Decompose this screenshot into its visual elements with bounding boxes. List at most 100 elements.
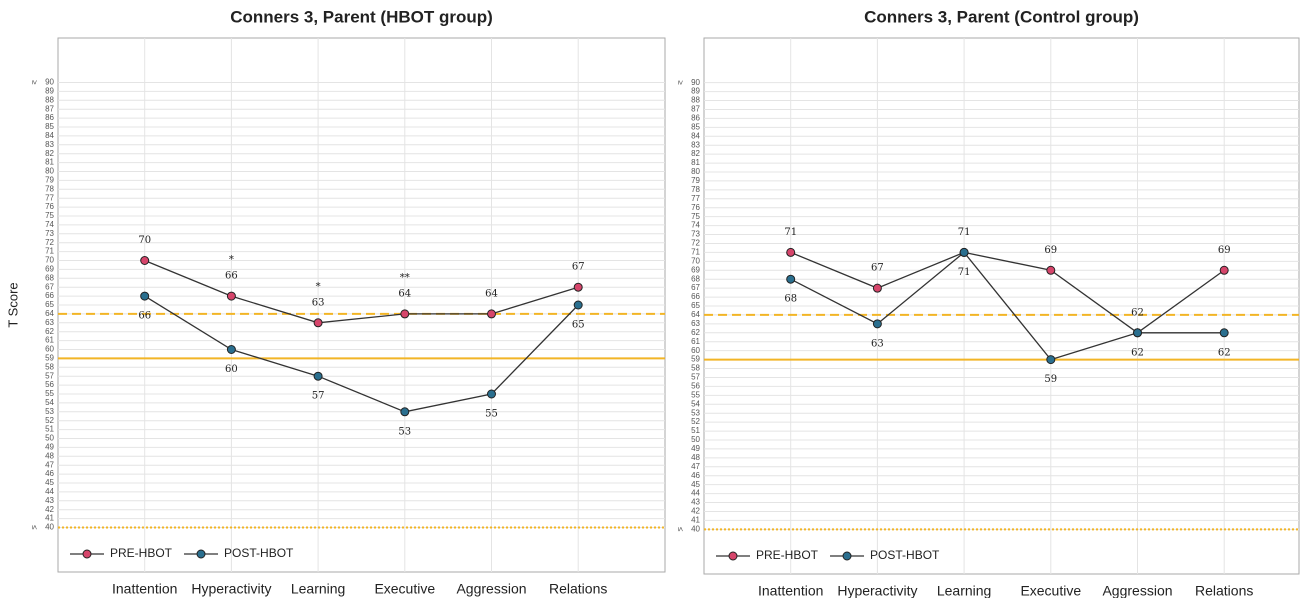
series-line bbox=[144, 259, 579, 324]
y-tick-label: 85 bbox=[45, 122, 54, 131]
data-label: 69 bbox=[1044, 245, 1057, 256]
y-tick-label: 81 bbox=[45, 158, 54, 167]
legend-marker bbox=[82, 549, 92, 559]
y-tick-label: 61 bbox=[45, 336, 54, 345]
y-tick-label: 87 bbox=[45, 104, 54, 113]
y-tick-label: 66 bbox=[691, 292, 700, 301]
x-tick-label: Aggression bbox=[456, 581, 526, 597]
marker bbox=[1046, 265, 1056, 275]
marker bbox=[959, 247, 969, 257]
x-tick-label: Learning bbox=[937, 583, 992, 598]
y-tick-label: 43 bbox=[45, 496, 54, 505]
marker bbox=[140, 256, 150, 265]
legend-marker bbox=[196, 549, 206, 559]
y-tick-label: 71 bbox=[45, 247, 54, 256]
y-bound-symbol: ≤ bbox=[676, 527, 685, 532]
data-label: 64 bbox=[398, 288, 411, 299]
y-tick-label: 79 bbox=[691, 176, 700, 185]
legend-label: PRE-HBOT bbox=[756, 548, 819, 562]
y-tick-label: 82 bbox=[45, 149, 54, 158]
y-tick-label: 89 bbox=[691, 87, 700, 96]
y-tick-label: 66 bbox=[45, 291, 54, 300]
x-tick-label: Hyperactivity bbox=[837, 583, 917, 598]
y-tick-label: 41 bbox=[45, 514, 54, 523]
data-label: 70 bbox=[138, 235, 151, 246]
marker bbox=[400, 407, 410, 417]
y-tick-label: 72 bbox=[691, 239, 700, 248]
y-tick-label: 53 bbox=[691, 408, 700, 417]
marker bbox=[1219, 328, 1229, 338]
x-tick-label: Relations bbox=[1195, 583, 1253, 598]
y-tick-label: 67 bbox=[691, 283, 700, 292]
y-tick-label: 74 bbox=[691, 221, 700, 230]
legend-label: PRE-HBOT bbox=[110, 546, 173, 560]
x-tick-label: Relations bbox=[549, 581, 607, 597]
y-tick-label: 68 bbox=[691, 274, 700, 283]
y-tick-label: 40 bbox=[691, 524, 700, 533]
marker bbox=[872, 319, 882, 329]
marker bbox=[400, 309, 410, 319]
x-tick-label: Aggression bbox=[1102, 583, 1172, 598]
chart-title: Conners 3, Parent (Control group) bbox=[864, 7, 1139, 26]
marker bbox=[313, 318, 323, 328]
y-tick-label: 73 bbox=[691, 230, 700, 239]
marker bbox=[573, 282, 583, 292]
y-tick-label: 70 bbox=[691, 256, 700, 265]
y-tick-label: 90 bbox=[45, 78, 54, 87]
y-tick-label: 57 bbox=[45, 371, 54, 380]
marker bbox=[1133, 328, 1142, 338]
y-tick-label: 80 bbox=[45, 167, 54, 176]
y-bound-symbol: ≤ bbox=[30, 525, 39, 530]
y-tick-label: 75 bbox=[691, 212, 700, 221]
y-tick-label: 49 bbox=[45, 443, 54, 452]
y-tick-label: 90 bbox=[691, 78, 700, 87]
series-line bbox=[144, 295, 579, 413]
data-label: 57 bbox=[312, 391, 325, 402]
marker bbox=[140, 291, 150, 301]
y-tick-label: 83 bbox=[691, 140, 700, 149]
data-label: 53 bbox=[398, 426, 411, 437]
y-tick-label: 51 bbox=[45, 425, 54, 434]
y-tick-label: 56 bbox=[45, 380, 54, 389]
y-tick-label: 45 bbox=[691, 480, 700, 489]
data-label: 59 bbox=[1044, 374, 1057, 385]
y-tick-label: 47 bbox=[45, 460, 54, 469]
marker bbox=[573, 300, 583, 310]
y-tick-label: 88 bbox=[45, 95, 54, 104]
y-tick-label: 54 bbox=[45, 398, 54, 407]
y-tick-label: 78 bbox=[691, 185, 700, 194]
y-tick-label: 74 bbox=[45, 220, 54, 229]
data-label: 63 bbox=[871, 338, 884, 349]
data-label: 65 bbox=[572, 320, 585, 331]
significance-mark: ** bbox=[400, 272, 410, 283]
data-label: 67 bbox=[572, 262, 585, 273]
y-tick-label: 65 bbox=[691, 301, 700, 310]
x-tick-label: Executive bbox=[1020, 583, 1081, 598]
y-bound-symbol: ≥ bbox=[30, 80, 39, 85]
data-label: 71 bbox=[958, 227, 971, 238]
y-tick-label: 86 bbox=[45, 113, 54, 122]
data-label: 71 bbox=[958, 267, 971, 278]
y-tick-label: 62 bbox=[691, 328, 700, 337]
data-label: 55 bbox=[485, 409, 498, 420]
y-tick-label: 58 bbox=[45, 362, 54, 371]
legend-marker bbox=[842, 551, 852, 561]
chart-title: Conners 3, Parent (HBOT group) bbox=[230, 7, 493, 26]
y-tick-label: 60 bbox=[691, 346, 700, 355]
y-tick-label: 85 bbox=[691, 122, 700, 131]
y-tick-label: 60 bbox=[45, 345, 54, 354]
data-label: 60 bbox=[225, 364, 238, 375]
y-tick-label: 55 bbox=[45, 389, 54, 398]
marker bbox=[226, 345, 236, 354]
marker bbox=[487, 309, 496, 319]
y-tick-label: 76 bbox=[691, 203, 700, 212]
y-tick-label: 87 bbox=[691, 105, 700, 114]
y-tick-label: 40 bbox=[45, 523, 54, 532]
y-tick-label: 77 bbox=[691, 194, 700, 203]
y-tick-label: 89 bbox=[45, 87, 54, 96]
data-label: 67 bbox=[871, 263, 884, 274]
marker bbox=[313, 371, 323, 381]
marker bbox=[786, 274, 796, 284]
y-tick-label: 65 bbox=[45, 300, 54, 309]
